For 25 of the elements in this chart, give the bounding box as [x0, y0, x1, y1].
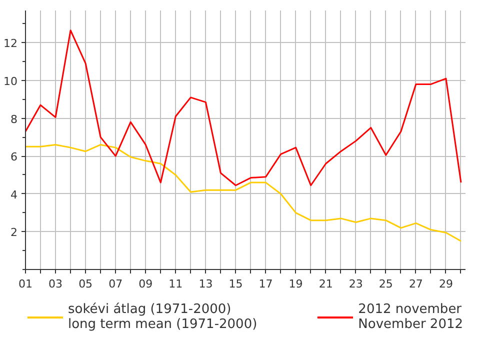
y-tick-label: 12 — [4, 37, 18, 50]
x-tick-label: 17 — [258, 278, 273, 290]
x-tick-label: 11 — [168, 278, 183, 290]
y-tick-label: 8 — [10, 112, 18, 126]
x-tick-label: 09 — [138, 278, 153, 290]
y-tick-label: 6 — [10, 150, 18, 164]
legend-label: sokévi átlag (1971-2000) long term mean (1971-2000) — [68, 302, 258, 332]
x-tick-label: 27 — [408, 278, 423, 290]
x-tick-label: 13 — [198, 278, 213, 290]
x-tick-label: 19 — [288, 278, 303, 290]
legend-label: 2012 november November 2012 — [358, 302, 464, 332]
x-tick-label: 29 — [438, 278, 453, 290]
x-tick-label: 21 — [318, 278, 333, 290]
y-tick-label: 2 — [10, 226, 18, 240]
y-tick-label: 4 — [10, 188, 18, 202]
x-tick-label: 15 — [228, 278, 243, 290]
x-tick-label: 03 — [48, 278, 63, 290]
x-tick-label: 07 — [108, 278, 123, 290]
x-tick-label: 01 — [18, 278, 32, 290]
line-series — [26, 30, 462, 186]
x-tick-label: 25 — [378, 278, 393, 290]
x-tick-label: 23 — [348, 278, 363, 290]
y-tick-label: 10 — [4, 74, 18, 88]
line-series — [26, 144, 462, 242]
x-tick-label: 05 — [78, 278, 93, 290]
